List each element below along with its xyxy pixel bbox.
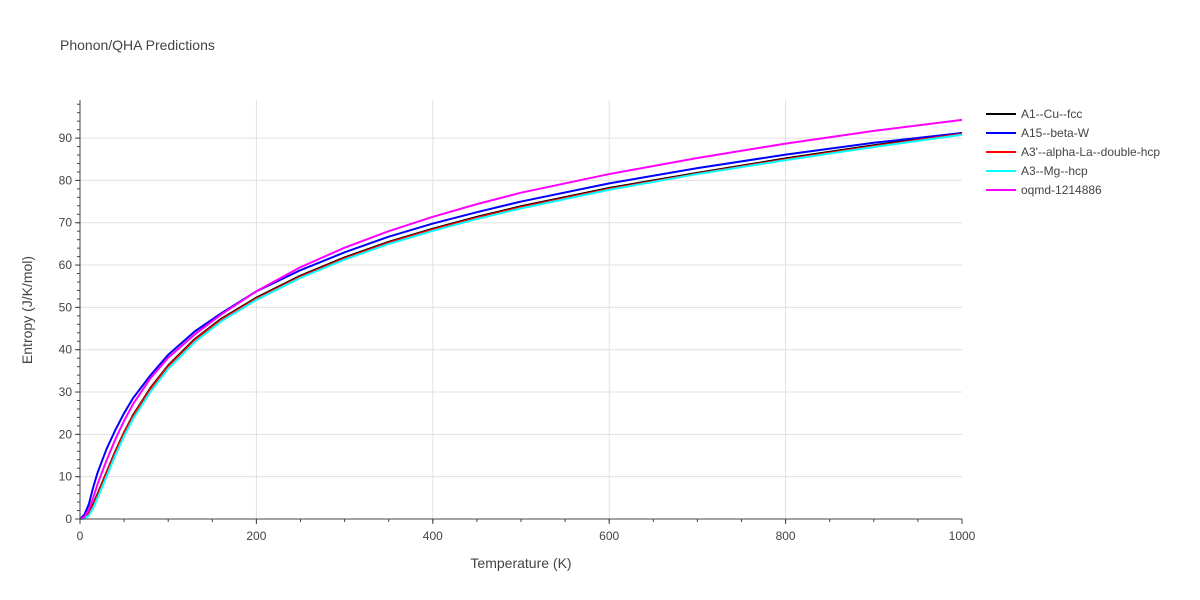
legend: A1--Cu--fcc A15--beta-W A3'--alpha-La--dou… <box>986 107 1160 197</box>
y-tick-label: 10 <box>59 470 73 484</box>
y-tick-label: 80 <box>59 173 73 187</box>
legend-label-5: oqmd-1214886 <box>1021 183 1102 197</box>
legend-label-4: A3--Mg--hcp <box>1021 164 1088 178</box>
x-tick-label: 600 <box>599 529 619 543</box>
x-tick-label: 800 <box>776 529 796 543</box>
series-layer <box>79 118 963 520</box>
y-tick-label: 50 <box>59 300 73 314</box>
series-line-2 <box>79 132 963 520</box>
legend-label-2: A15--beta-W <box>1021 126 1090 140</box>
y-tick-label: 0 <box>65 512 72 526</box>
series-line-3 <box>79 132 963 520</box>
x-tick-label: 1000 <box>949 529 976 543</box>
x-axis-title: Temperature (K) <box>470 555 571 571</box>
axis-layer: 0 200 400 600 800 1000 0 10 20 30 40 50 60 70 80 90 <box>59 100 976 543</box>
y-tick-label: 30 <box>59 385 73 399</box>
x-tick-label: 400 <box>423 529 443 543</box>
y-tick-label: 20 <box>59 427 73 441</box>
y-tick-label: 40 <box>59 343 73 357</box>
grid-layer <box>80 100 962 519</box>
legend-label-3: A3'--alpha-La--double-hcp <box>1021 145 1160 159</box>
y-axis-title: Entropy (J/K/mol) <box>19 256 35 364</box>
x-tick-label: 0 <box>77 529 84 543</box>
series-line-4 <box>79 133 963 520</box>
chart-title: Phonon/QHA Predictions <box>60 37 215 53</box>
series-line-5 <box>79 118 963 520</box>
legend-label-1: A1--Cu--fcc <box>1021 107 1082 121</box>
y-tick-label: 70 <box>59 216 73 230</box>
x-tick-label: 200 <box>246 529 266 543</box>
y-tick-label: 60 <box>59 258 73 272</box>
y-tick-label: 90 <box>59 131 73 145</box>
